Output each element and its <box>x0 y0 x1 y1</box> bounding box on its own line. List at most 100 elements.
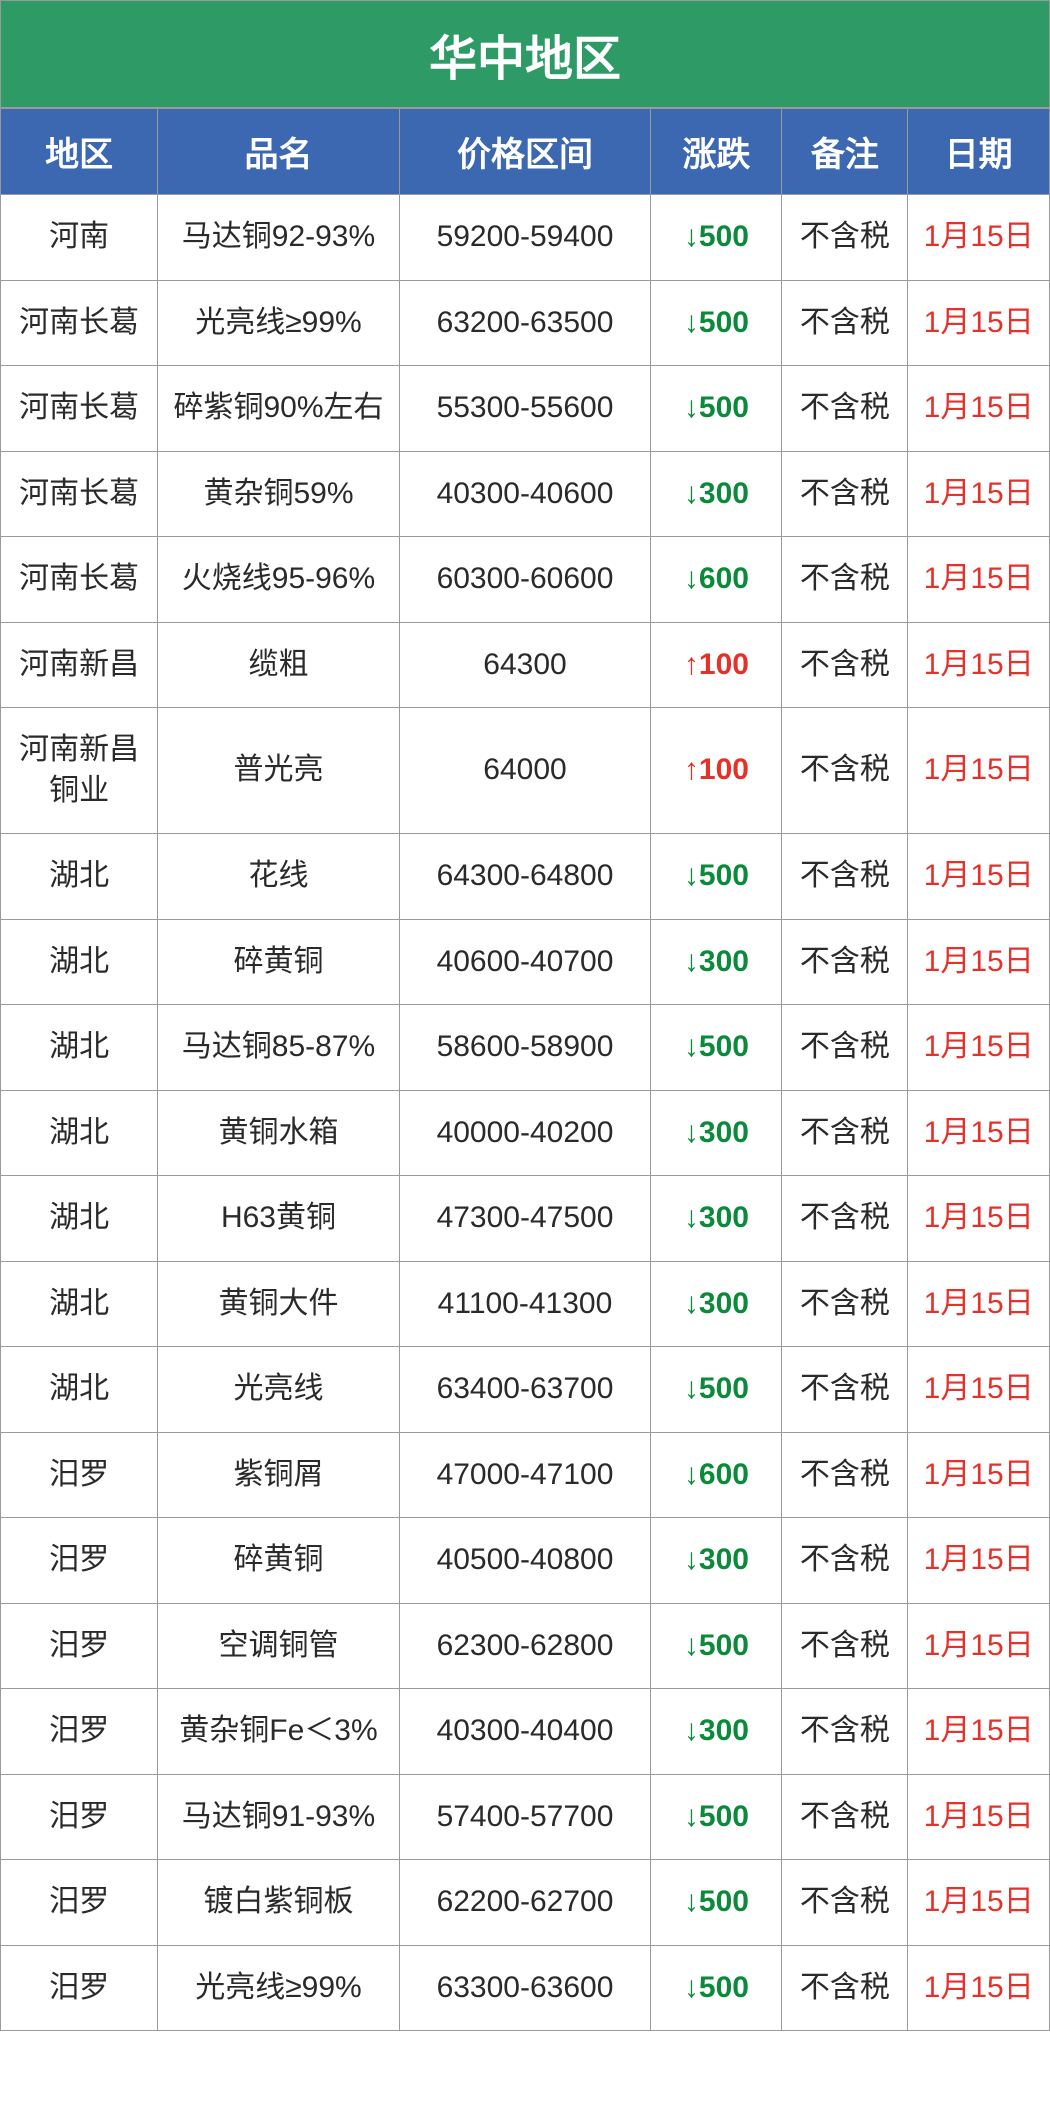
cell-change: ↓300 <box>651 451 782 537</box>
cell-name: 黄铜大件 <box>158 1261 399 1347</box>
cell-remark: 不含税 <box>782 280 908 366</box>
cell-date: 1月15日 <box>908 1090 1050 1176</box>
table-row: 湖北黄铜大件41100-41300↓300不含税1月15日 <box>1 1261 1050 1347</box>
cell-change: ↓500 <box>651 1774 782 1860</box>
cell-remark: 不含税 <box>782 1774 908 1860</box>
change-value: 500 <box>699 1030 749 1063</box>
col-header-price-range: 价格区间 <box>399 109 651 195</box>
arrow-down-icon: ↓ <box>684 1030 699 1063</box>
change-value: 500 <box>699 859 749 892</box>
cell-change: ↓500 <box>651 834 782 920</box>
cell-price-range: 59200-59400 <box>399 195 651 281</box>
cell-region: 汨罗 <box>1 1689 158 1775</box>
arrow-down-icon: ↓ <box>684 1116 699 1149</box>
cell-remark: 不含税 <box>782 1005 908 1091</box>
arrow-down-icon: ↓ <box>684 859 699 892</box>
table-row: 河南长葛黄杂铜59%40300-40600↓300不含税1月15日 <box>1 451 1050 537</box>
change-value: 300 <box>699 477 749 510</box>
cell-region: 汨罗 <box>1 1945 158 2031</box>
cell-price-range: 60300-60600 <box>399 537 651 623</box>
change-value: 100 <box>699 753 749 786</box>
cell-remark: 不含税 <box>782 1860 908 1946</box>
cell-date: 1月15日 <box>908 1005 1050 1091</box>
arrow-down-icon: ↓ <box>684 1372 699 1405</box>
cell-price-range: 62200-62700 <box>399 1860 651 1946</box>
table-row: 汨罗光亮线≥99%63300-63600↓500不含税1月15日 <box>1 1945 1050 2031</box>
cell-price-range: 41100-41300 <box>399 1261 651 1347</box>
cell-change: ↓500 <box>651 280 782 366</box>
table-row: 河南长葛火烧线95-96%60300-60600↓600不含税1月15日 <box>1 537 1050 623</box>
cell-price-range: 58600-58900 <box>399 1005 651 1091</box>
cell-date: 1月15日 <box>908 708 1050 834</box>
table-row: 汨罗空调铜管62300-62800↓500不含税1月15日 <box>1 1603 1050 1689</box>
table-header-row: 地区 品名 价格区间 涨跌 备注 日期 <box>1 109 1050 195</box>
cell-date: 1月15日 <box>908 1518 1050 1604</box>
cell-date: 1月15日 <box>908 834 1050 920</box>
cell-remark: 不含税 <box>782 537 908 623</box>
table-row: 汨罗紫铜屑47000-47100↓600不含税1月15日 <box>1 1432 1050 1518</box>
cell-name: 紫铜屑 <box>158 1432 399 1518</box>
cell-name: 马达铜92-93% <box>158 195 399 281</box>
cell-remark: 不含税 <box>782 1518 908 1604</box>
cell-change: ↓500 <box>651 1005 782 1091</box>
cell-price-range: 62300-62800 <box>399 1603 651 1689</box>
cell-region: 河南 <box>1 195 158 281</box>
cell-remark: 不含税 <box>782 1689 908 1775</box>
table-row: 湖北花线64300-64800↓500不含税1月15日 <box>1 834 1050 920</box>
cell-region: 河南新昌 <box>1 622 158 708</box>
cell-remark: 不含税 <box>782 1945 908 2031</box>
cell-region: 汨罗 <box>1 1603 158 1689</box>
cell-change: ↑100 <box>651 708 782 834</box>
cell-remark: 不含税 <box>782 919 908 1005</box>
cell-change: ↓300 <box>651 1090 782 1176</box>
change-value: 500 <box>699 1629 749 1662</box>
cell-change: ↓300 <box>651 1689 782 1775</box>
change-value: 300 <box>699 1287 749 1320</box>
cell-price-range: 64300-64800 <box>399 834 651 920</box>
cell-region: 湖北 <box>1 1090 158 1176</box>
cell-remark: 不含税 <box>782 451 908 537</box>
cell-region: 湖北 <box>1 1176 158 1262</box>
cell-change: ↓500 <box>651 1860 782 1946</box>
table-row: 河南新昌缆粗64300↑100不含税1月15日 <box>1 622 1050 708</box>
cell-remark: 不含税 <box>782 1603 908 1689</box>
arrow-up-icon: ↑ <box>684 648 699 681</box>
cell-name: 火烧线95-96% <box>158 537 399 623</box>
cell-name: 光亮线≥99% <box>158 280 399 366</box>
cell-change: ↓500 <box>651 366 782 452</box>
cell-date: 1月15日 <box>908 1603 1050 1689</box>
cell-region: 河南长葛 <box>1 451 158 537</box>
cell-change: ↓300 <box>651 919 782 1005</box>
table-row: 湖北H63黄铜47300-47500↓300不含税1月15日 <box>1 1176 1050 1262</box>
cell-change: ↓300 <box>651 1518 782 1604</box>
cell-date: 1月15日 <box>908 537 1050 623</box>
change-value: 600 <box>699 1458 749 1491</box>
arrow-down-icon: ↓ <box>684 391 699 424</box>
cell-date: 1月15日 <box>908 1689 1050 1775</box>
cell-price-range: 57400-57700 <box>399 1774 651 1860</box>
cell-remark: 不含税 <box>782 1090 908 1176</box>
cell-name: H63黄铜 <box>158 1176 399 1262</box>
cell-change: ↓300 <box>651 1261 782 1347</box>
table-row: 河南长葛光亮线≥99%63200-63500↓500不含税1月15日 <box>1 280 1050 366</box>
cell-region: 湖北 <box>1 1347 158 1433</box>
cell-region: 河南长葛 <box>1 537 158 623</box>
arrow-up-icon: ↑ <box>684 753 699 786</box>
cell-price-range: 40000-40200 <box>399 1090 651 1176</box>
region-title: 华中地区 <box>0 0 1050 108</box>
cell-price-range: 47000-47100 <box>399 1432 651 1518</box>
cell-region: 河南长葛 <box>1 280 158 366</box>
cell-region: 湖北 <box>1 919 158 1005</box>
change-value: 500 <box>699 306 749 339</box>
cell-remark: 不含税 <box>782 1347 908 1433</box>
cell-name: 碎紫铜90%左右 <box>158 366 399 452</box>
change-value: 300 <box>699 945 749 978</box>
cell-date: 1月15日 <box>908 1860 1050 1946</box>
cell-remark: 不含税 <box>782 834 908 920</box>
cell-change: ↓600 <box>651 1432 782 1518</box>
cell-date: 1月15日 <box>908 919 1050 1005</box>
cell-region: 河南新昌铜业 <box>1 708 158 834</box>
cell-name: 马达铜91-93% <box>158 1774 399 1860</box>
cell-change: ↑100 <box>651 622 782 708</box>
cell-name: 空调铜管 <box>158 1603 399 1689</box>
